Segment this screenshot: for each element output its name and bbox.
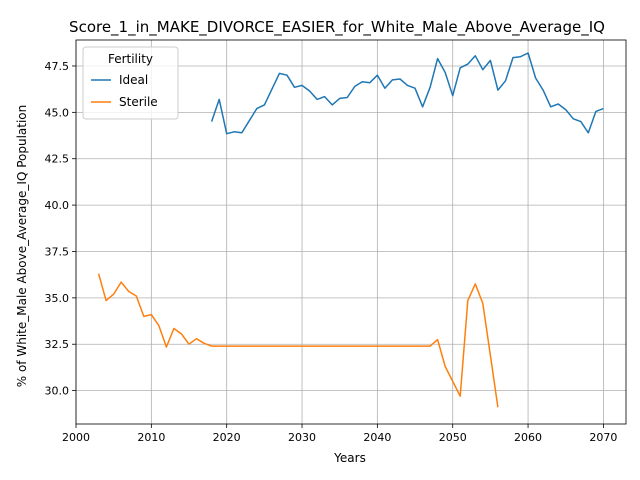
series-line-ideal bbox=[210, 52, 604, 135]
y-tick-label: 35.0 bbox=[45, 292, 70, 305]
x-tick-label: 2020 bbox=[213, 431, 241, 444]
x-tick-label: 2010 bbox=[137, 431, 165, 444]
x-axis-label: Years bbox=[333, 451, 366, 465]
series-line-sterile bbox=[97, 273, 499, 408]
x-tick-label: 2030 bbox=[288, 431, 316, 444]
y-tick-label: 32.5 bbox=[45, 338, 70, 351]
series-layer bbox=[97, 52, 604, 408]
x-tick-label: 2040 bbox=[363, 431, 391, 444]
plot-frame bbox=[75, 39, 627, 425]
chart-title: Score_1_in_MAKE_DIVORCE_EASIER_for_White… bbox=[69, 18, 605, 37]
legend: Fertility Ideal Sterile bbox=[82, 46, 179, 120]
x-axis: 2000 2010 2020 2030 2040 2050 2060 2070 bbox=[62, 424, 617, 444]
legend-label-ideal: Ideal bbox=[119, 73, 148, 87]
y-tick-label: 30.0 bbox=[45, 385, 70, 398]
legend-label-sterile: Sterile bbox=[119, 95, 158, 109]
legend-box bbox=[82, 46, 179, 120]
x-tick-label: 2000 bbox=[62, 431, 90, 444]
x-tick-label: 2070 bbox=[589, 431, 617, 444]
y-axis-label: % of White_Male Above_Average_IQ Populat… bbox=[15, 105, 29, 388]
y-tick-label: 47.5 bbox=[45, 60, 70, 73]
x-tick-label: 2050 bbox=[439, 431, 467, 444]
grid bbox=[75, 40, 626, 424]
y-tick-label: 37.5 bbox=[45, 245, 70, 258]
y-tick-label: 42.5 bbox=[45, 153, 70, 166]
legend-title: Fertility bbox=[108, 52, 153, 66]
y-axis: 30.0 32.5 35.0 37.5 40.0 42.5 45.0 47.5 bbox=[45, 60, 76, 398]
y-tick-label: 40.0 bbox=[45, 199, 70, 212]
y-tick-label: 45.0 bbox=[45, 106, 70, 119]
x-tick-label: 2060 bbox=[514, 431, 542, 444]
